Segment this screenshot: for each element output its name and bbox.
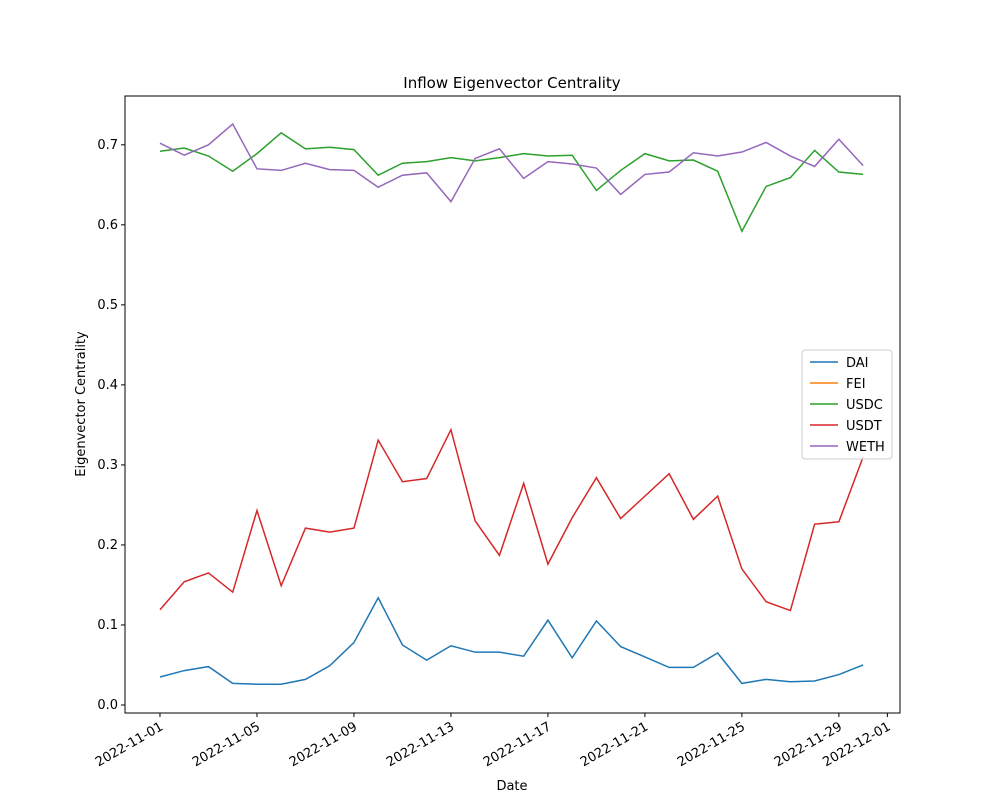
y-axis-label: Eigenvector Centrality xyxy=(74,331,89,477)
legend-label: DAI xyxy=(846,356,869,371)
y-tick-label: 0.4 xyxy=(97,378,118,393)
y-tick-label: 0.3 xyxy=(97,458,118,473)
line-series xyxy=(159,122,864,203)
line-series xyxy=(159,131,864,234)
y-tick-label: 0.1 xyxy=(97,618,118,633)
legend-box xyxy=(801,349,893,460)
line-series xyxy=(159,596,864,685)
chart-title: Inflow Eigenvector Centrality xyxy=(403,74,621,92)
legend-label: WETH xyxy=(846,440,885,455)
legend-label: FEI xyxy=(846,377,866,392)
y-tick-label: 0.6 xyxy=(97,218,118,233)
y-tick-label: 0.2 xyxy=(97,538,118,553)
line-series xyxy=(159,427,864,612)
y-tick-label: 0.0 xyxy=(97,698,118,713)
plot-frame xyxy=(124,95,901,714)
x-axis-label: Date xyxy=(496,779,527,794)
legend-label: USDT xyxy=(846,419,882,434)
y-tick-label: 0.5 xyxy=(97,298,118,313)
y-tick-label: 0.7 xyxy=(97,138,118,153)
legend-label: USDC xyxy=(846,398,883,413)
